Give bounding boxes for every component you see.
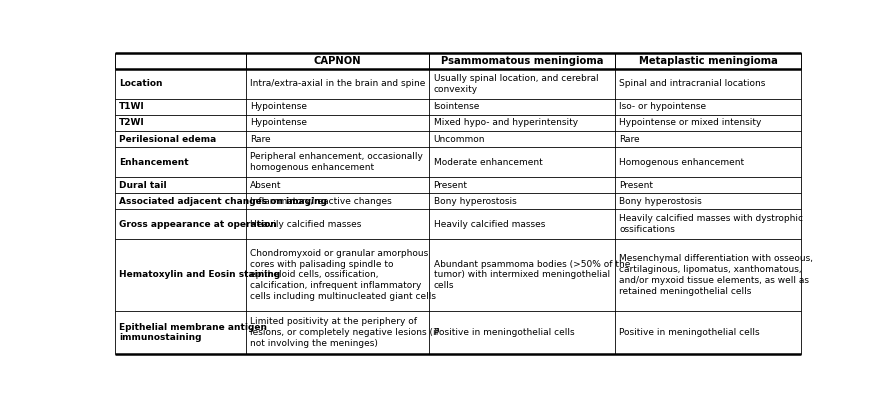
- Text: Bony hyperostosis: Bony hyperostosis: [434, 197, 516, 206]
- Text: Dural tail: Dural tail: [120, 181, 167, 190]
- Bar: [615, 311, 801, 354]
- Bar: [615, 177, 801, 193]
- Text: Rare: Rare: [620, 134, 640, 144]
- Text: Hypointense: Hypointense: [249, 118, 307, 127]
- Bar: [615, 131, 801, 147]
- Bar: [115, 147, 246, 177]
- Bar: [615, 147, 801, 177]
- Text: Hypointense or mixed intensity: Hypointense or mixed intensity: [620, 118, 762, 127]
- Bar: [115, 311, 246, 354]
- Text: CAPNON: CAPNON: [314, 56, 361, 66]
- Bar: [246, 53, 429, 69]
- Bar: [115, 209, 246, 239]
- Bar: [115, 69, 246, 99]
- Bar: [115, 239, 246, 311]
- Text: Positive in meningothelial cells: Positive in meningothelial cells: [434, 328, 574, 337]
- Text: Enhancement: Enhancement: [120, 158, 189, 166]
- Text: Inflammatory/reactive changes: Inflammatory/reactive changes: [249, 197, 392, 206]
- Text: Homogenous enhancement: Homogenous enhancement: [620, 158, 745, 166]
- Text: Bony hyperostosis: Bony hyperostosis: [620, 197, 702, 206]
- Text: Mesenchymal differentiation with osseous,
cartilaginous, lipomatus, xanthomatous: Mesenchymal differentiation with osseous…: [620, 254, 814, 296]
- Text: Heavily calcified masses with dystrophic
ossifications: Heavily calcified masses with dystrophic…: [620, 214, 804, 234]
- Text: Heavily calcified masses: Heavily calcified masses: [249, 220, 361, 229]
- Bar: [246, 99, 429, 115]
- Text: Absent: Absent: [249, 181, 282, 190]
- Bar: [429, 115, 615, 131]
- Bar: [429, 311, 615, 354]
- Bar: [246, 69, 429, 99]
- Text: Positive in meningothelial cells: Positive in meningothelial cells: [620, 328, 760, 337]
- Bar: [429, 209, 615, 239]
- Bar: [115, 177, 246, 193]
- Bar: [429, 177, 615, 193]
- Bar: [429, 147, 615, 177]
- Text: Isointense: Isointense: [434, 102, 480, 111]
- Text: Mixed hypo- and hyperintensity: Mixed hypo- and hyperintensity: [434, 118, 578, 127]
- Bar: [615, 115, 801, 131]
- Bar: [615, 53, 801, 69]
- Text: Chondromyxoid or granular amorphous
cores with palisading spindle to
epitheloid : Chondromyxoid or granular amorphous core…: [249, 249, 435, 301]
- Bar: [429, 193, 615, 209]
- Text: Usually spinal location, and cerebral
convexity: Usually spinal location, and cerebral co…: [434, 74, 598, 94]
- Text: Metaplastic meningioma: Metaplastic meningioma: [638, 56, 778, 66]
- Text: Location: Location: [120, 79, 163, 88]
- Bar: [615, 69, 801, 99]
- Bar: [115, 115, 246, 131]
- Text: Gross appearance at operation: Gross appearance at operation: [120, 220, 277, 229]
- Bar: [429, 239, 615, 311]
- Bar: [615, 239, 801, 311]
- Text: Present: Present: [434, 181, 468, 190]
- Bar: [115, 53, 246, 69]
- Text: Hypointense: Hypointense: [249, 102, 307, 111]
- Text: Limited positivity at the periphery of
lesions, or completely negative lesions (: Limited positivity at the periphery of l…: [249, 317, 439, 348]
- Bar: [246, 311, 429, 354]
- Text: Intra/extra-axial in the brain and spine: Intra/extra-axial in the brain and spine: [249, 79, 425, 88]
- Text: Psammomatous meningioma: Psammomatous meningioma: [441, 56, 603, 66]
- Text: T1WI: T1WI: [120, 102, 145, 111]
- Text: Associated adjacent changes on imaging: Associated adjacent changes on imaging: [120, 197, 327, 206]
- Bar: [115, 131, 246, 147]
- Text: Peripheral enhancement, occasionally
homogenous enhancement: Peripheral enhancement, occasionally hom…: [249, 152, 423, 172]
- Text: Present: Present: [620, 181, 654, 190]
- Bar: [429, 131, 615, 147]
- Bar: [429, 53, 615, 69]
- Bar: [615, 99, 801, 115]
- Bar: [115, 99, 246, 115]
- Bar: [615, 193, 801, 209]
- Bar: [246, 177, 429, 193]
- Bar: [246, 193, 429, 209]
- Bar: [115, 193, 246, 209]
- Text: Epithelial membrane antigen
immunostaining: Epithelial membrane antigen immunostaini…: [120, 323, 267, 342]
- Bar: [246, 115, 429, 131]
- Text: Hematoxylin and Eosin staining: Hematoxylin and Eosin staining: [120, 270, 281, 280]
- Text: Abundant psammoma bodies (>50% of the
tumor) with intermixed meningothelial
cell: Abundant psammoma bodies (>50% of the tu…: [434, 260, 630, 290]
- Text: Uncommon: Uncommon: [434, 134, 485, 144]
- Bar: [429, 69, 615, 99]
- Bar: [246, 131, 429, 147]
- Bar: [615, 209, 801, 239]
- Text: Heavily calcified masses: Heavily calcified masses: [434, 220, 545, 229]
- Text: T2WI: T2WI: [120, 118, 145, 127]
- Text: Perilesional edema: Perilesional edema: [120, 134, 216, 144]
- Text: Spinal and intracranial locations: Spinal and intracranial locations: [620, 79, 766, 88]
- Bar: [429, 99, 615, 115]
- Bar: [246, 147, 429, 177]
- Bar: [246, 239, 429, 311]
- Bar: [246, 209, 429, 239]
- Text: Moderate enhancement: Moderate enhancement: [434, 158, 543, 166]
- Text: Iso- or hypointense: Iso- or hypointense: [620, 102, 706, 111]
- Text: Rare: Rare: [249, 134, 270, 144]
